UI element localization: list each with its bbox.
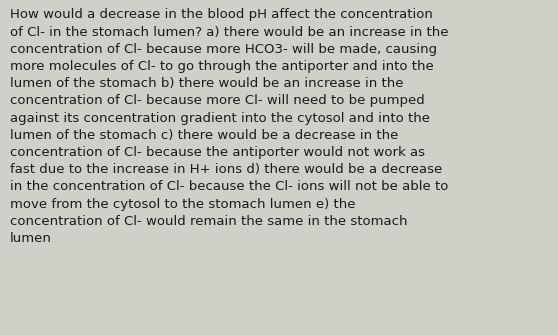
Text: How would a decrease in the blood pH affect the concentration
of Cl- in the stom: How would a decrease in the blood pH aff… xyxy=(10,8,449,245)
